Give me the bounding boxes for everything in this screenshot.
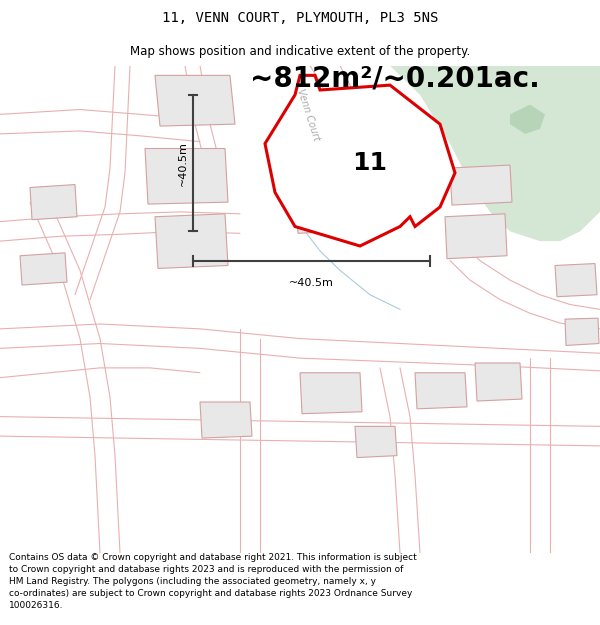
Polygon shape [450, 165, 512, 205]
Polygon shape [565, 318, 599, 346]
Polygon shape [265, 76, 455, 246]
Polygon shape [30, 184, 77, 219]
Polygon shape [390, 66, 600, 241]
Text: ~812m²/~0.201ac.: ~812m²/~0.201ac. [250, 64, 540, 92]
Text: 11, VENN COURT, PLYMOUTH, PL3 5NS: 11, VENN COURT, PLYMOUTH, PL3 5NS [162, 11, 438, 26]
Polygon shape [200, 402, 252, 438]
Polygon shape [295, 194, 335, 233]
Polygon shape [20, 253, 67, 285]
Polygon shape [355, 426, 397, 458]
Text: 11: 11 [353, 151, 388, 175]
Text: ~40.5m: ~40.5m [289, 278, 334, 288]
Polygon shape [475, 363, 522, 401]
Polygon shape [510, 104, 545, 134]
Text: Contains OS data © Crown copyright and database right 2021. This information is : Contains OS data © Crown copyright and d… [9, 553, 417, 609]
Polygon shape [145, 149, 228, 204]
Polygon shape [155, 76, 235, 126]
Polygon shape [415, 372, 467, 409]
Text: ~40.5m: ~40.5m [178, 141, 188, 186]
Text: Venn Court: Venn Court [295, 87, 321, 142]
Polygon shape [445, 214, 507, 259]
Polygon shape [300, 372, 362, 414]
Polygon shape [555, 264, 597, 297]
Text: Map shows position and indicative extent of the property.: Map shows position and indicative extent… [130, 45, 470, 58]
Polygon shape [155, 214, 228, 268]
